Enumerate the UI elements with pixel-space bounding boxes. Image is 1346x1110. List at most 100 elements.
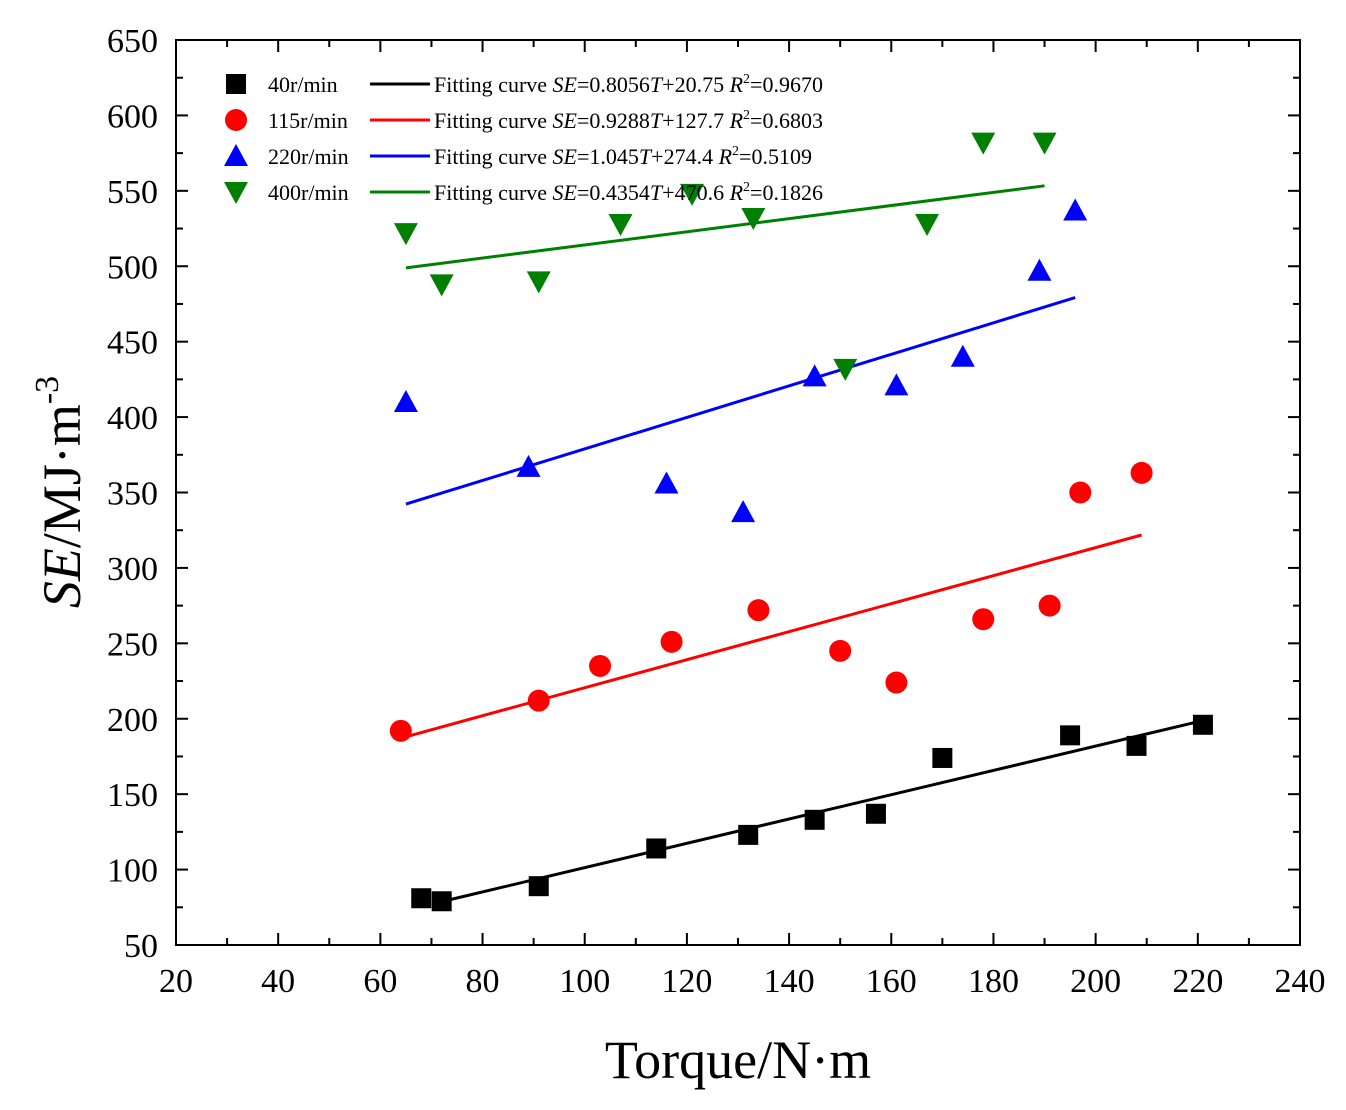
x-tick-label: 140 — [764, 963, 815, 1000]
data-point — [389, 719, 412, 742]
legend-marker — [226, 74, 246, 94]
legend-fit-part: +470.6 — [662, 180, 729, 205]
legend-fit-part: SE — [553, 180, 578, 205]
data-point — [527, 689, 550, 712]
data-point — [932, 747, 953, 768]
legend-series-label: 400r/min — [268, 180, 349, 205]
data-point — [516, 454, 541, 477]
legend-fit-label: Fitting curve SE=0.8056T+20.75 R2=0.9670 — [434, 72, 823, 97]
legend-fit-part: T — [639, 144, 653, 169]
x-tick-label: 120 — [661, 963, 712, 1000]
data-point — [608, 214, 633, 237]
data-point — [589, 654, 612, 677]
legend-fit-part: SE — [553, 72, 578, 97]
legend-fit-part: 2 — [743, 108, 750, 123]
data-point — [1038, 594, 1061, 617]
data-point — [1130, 461, 1153, 484]
x-tick-label: 160 — [866, 963, 917, 1000]
data-point — [431, 891, 452, 912]
legend-fit-part: =0.4354 — [577, 180, 650, 205]
legend-fit-part: R — [729, 180, 744, 205]
data-point — [747, 599, 770, 622]
data-point — [972, 608, 995, 631]
legend-fit-part: SE — [553, 108, 578, 133]
x-tick-label: 220 — [1172, 963, 1223, 1000]
data-point — [654, 471, 679, 494]
x-tick-label: 180 — [968, 963, 1019, 1000]
data-point — [646, 838, 667, 859]
data-point — [915, 214, 940, 237]
fit-line-2 — [400, 533, 1143, 740]
legend-fit-part: 2 — [743, 72, 750, 87]
legend-fit-label: Fitting curve SE=0.4354T+470.6 R2=0.1826 — [434, 180, 823, 205]
legend-fit-part: 2 — [732, 144, 739, 159]
legend: 40r/min Fitting curve SE=0.8056T+20.75 R2… — [224, 72, 823, 205]
legend-fit-part: =0.5109 — [739, 144, 812, 169]
y-axis-title-exponent: -3 — [29, 376, 66, 404]
legend-fit-part: Fitting curve — [434, 144, 553, 169]
data-point — [833, 358, 858, 381]
data-point — [802, 364, 827, 387]
legend-marker — [224, 182, 248, 204]
data-point — [1060, 725, 1081, 746]
data-point — [865, 803, 886, 824]
x-tick-label: 200 — [1070, 963, 1121, 1000]
y-tick-label: 650 — [107, 23, 158, 60]
y-tick-label: 500 — [107, 249, 158, 286]
x-tick-label: 100 — [559, 963, 610, 1000]
data-point — [885, 671, 908, 694]
data-point — [393, 390, 418, 412]
y-tick-label: 250 — [107, 626, 158, 663]
x-tick-label: 20 — [159, 963, 193, 1000]
legend-fit-part: =0.6803 — [750, 108, 823, 133]
y-axis-title-unit: /MJ·m — [32, 404, 92, 548]
legend-fit-label: Fitting curve SE=0.9288T+127.7 R2=0.6803 — [434, 108, 823, 133]
data-point — [741, 207, 766, 230]
y-axis-title-italic: SE — [32, 548, 92, 608]
legend-fit-part: =0.9670 — [750, 72, 823, 97]
x-tick-label: 80 — [466, 963, 500, 1000]
legend-marker — [225, 109, 247, 131]
data-point — [1063, 198, 1088, 221]
data-point — [411, 888, 432, 909]
legend-fit-part: +274.4 — [651, 144, 718, 169]
y-tick-label: 150 — [107, 777, 158, 814]
data-point — [1126, 735, 1147, 756]
legend-fit-part: T — [650, 108, 664, 133]
data-points — [389, 132, 1213, 912]
y-tick-label: 50 — [124, 928, 158, 965]
data-point — [393, 223, 418, 246]
legend-fit-part: T — [650, 72, 664, 97]
data-point — [1032, 132, 1057, 155]
fit-lines — [400, 184, 1204, 904]
data-point — [660, 630, 683, 653]
legend-fit-part: 2 — [743, 180, 750, 195]
data-point — [950, 344, 975, 367]
y-tick-label: 350 — [107, 476, 158, 513]
legend-fit-part: =0.9288 — [577, 108, 650, 133]
legend-series-label: 40r/min — [268, 72, 338, 97]
legend-fit-part: R — [718, 144, 733, 169]
x-tick-label: 40 — [261, 963, 295, 1000]
x-axis-title: Torque/N·m — [605, 1030, 871, 1090]
tick-labels: 20 40 60 80 100 120 140 160 180 200 220 240 50 100 150… — [107, 23, 1326, 1000]
legend-fit-part: =1.045 — [577, 144, 639, 169]
data-point — [1027, 258, 1052, 281]
y-tick-label: 450 — [107, 325, 158, 362]
legend-fit-part: +20.75 — [662, 72, 729, 97]
data-point — [429, 274, 454, 297]
fit-line-4 — [405, 184, 1045, 270]
data-point — [1192, 714, 1213, 735]
legend-fit-part: SE — [553, 144, 578, 169]
legend-fit-label: Fitting curve SE=1.045T+274.4 R2=0.5109 — [434, 144, 812, 169]
legend-fit-part: R — [729, 108, 744, 133]
data-point — [884, 373, 909, 396]
plot-frame — [175, 39, 1301, 946]
data-point — [804, 809, 825, 830]
y-tick-label: 100 — [107, 853, 158, 890]
legend-marker — [224, 144, 248, 166]
y-tick-label: 400 — [107, 400, 158, 437]
y-tick-label: 550 — [107, 174, 158, 211]
